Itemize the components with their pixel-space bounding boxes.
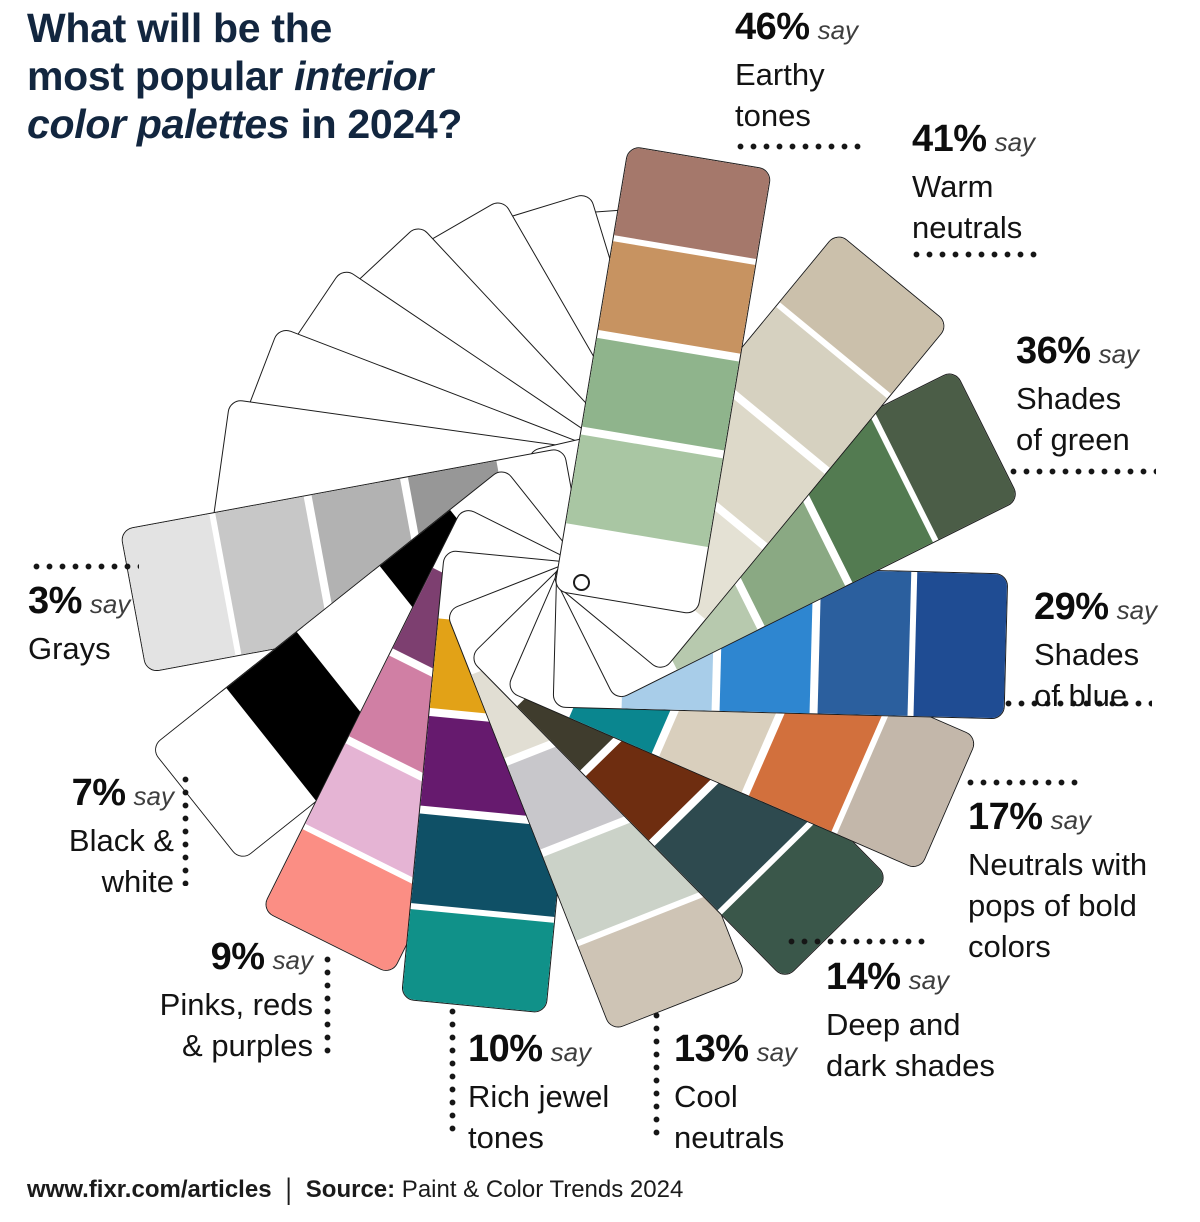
callout-leader-dots-pinks-reds-purples	[324, 956, 331, 1060]
callout-pct-row: 29% say	[1034, 586, 1157, 629]
callout-pct-row: 41% say	[912, 118, 1035, 161]
callout-label-line: Pinks, reds	[159, 987, 313, 1022]
callout-say-word: say	[994, 127, 1036, 157]
title-line-2: most popular interior	[27, 53, 434, 99]
callout-earthy-tones: 46% say Earthy tones	[735, 6, 858, 136]
callout-percentage: 7%	[71, 772, 126, 814]
callout-label-line: tones	[468, 1120, 544, 1155]
callout-percentage: 9%	[210, 936, 265, 978]
title-line-3: color palettes in 2024?	[27, 101, 463, 147]
swatch-rich-jewel-tones-1	[400, 908, 556, 1014]
callout-label-line: Deep and	[826, 1007, 961, 1042]
callout-pct-row: 9% say	[160, 936, 313, 979]
pivot-pin-hole-icon	[573, 574, 590, 591]
callout-say-word: say	[1098, 339, 1140, 369]
callout-label-line: neutrals	[674, 1120, 785, 1155]
callout-label-line: of green	[1016, 422, 1130, 457]
callout-pct-row: 36% say	[1016, 330, 1139, 373]
callout-cool-neutrals: 13% say Cool neutrals	[674, 1028, 797, 1158]
callout-percentage: 10%	[468, 1028, 543, 1070]
footer: www.fixr.com/articles | Source: Paint & Co…	[27, 1173, 684, 1207]
callout-label-line: pops of bold	[968, 888, 1137, 923]
callout-label-line: colors	[968, 929, 1051, 964]
callout-pct-row: 17% say	[968, 796, 1147, 839]
swatch-shades-of-blue-1	[913, 570, 1009, 720]
callout-percentage: 14%	[826, 956, 901, 998]
callout-say-word: say	[1050, 805, 1092, 835]
callout-say-word: say	[272, 945, 313, 975]
callout-leader-dots-black-white	[182, 776, 189, 886]
callout-pct-row: 14% say	[826, 956, 995, 999]
callout-percentage: 36%	[1016, 330, 1091, 372]
callout-say-word: say	[1116, 595, 1158, 625]
callout-say-word: say	[133, 781, 174, 811]
callout-label-line: white	[101, 864, 174, 899]
callout-label-line: Warm	[912, 169, 994, 204]
callout-pct-row: 3% say	[28, 580, 130, 623]
footer-divider: |	[285, 1172, 292, 1207]
callout-shades-of-blue: 29% say Shades of blue	[1034, 586, 1157, 716]
callout-warm-neutrals: 41% say Warm neutrals	[912, 118, 1035, 248]
title-line-1: What will be the	[27, 5, 332, 51]
callout-shades-of-green: 36% say Shades of green	[1016, 330, 1139, 460]
callout-deep-and-dark-shades: 14% say Deep and dark shades	[826, 956, 995, 1086]
callout-leader-dots-shades-of-green	[1010, 468, 1156, 475]
callout-percentage: 3%	[28, 580, 82, 622]
callout-say-word: say	[89, 589, 131, 619]
page-title: What will be the most popular interior c…	[27, 4, 462, 148]
callout-pct-row: 10% say	[468, 1028, 609, 1071]
callout-label-line: Grays	[28, 631, 111, 666]
callout-percentage: 29%	[1034, 586, 1109, 628]
callout-grays: 3% say Grays	[28, 580, 130, 669]
callout-label-line: Earthy	[735, 57, 825, 92]
callout-label-line: Neutrals with	[968, 847, 1148, 882]
swatch-earthy-tones-3	[580, 337, 741, 451]
callout-say-word: say	[908, 965, 950, 995]
callout-leader-dots-warm-neutrals	[913, 251, 1041, 258]
callout-label-line: of blue	[1034, 678, 1128, 713]
callout-rich-jewel-tones: 10% say Rich jewel tones	[468, 1028, 609, 1158]
callout-say-word: say	[756, 1037, 798, 1067]
callout-leader-dots-neutrals-with-pops-of-bold-colors	[967, 779, 1083, 786]
callout-percentage: 41%	[912, 118, 987, 160]
swatch-earthy-tones-1	[612, 145, 773, 260]
callout-percentage: 17%	[968, 796, 1043, 838]
callout-say-word: say	[550, 1037, 592, 1067]
callout-percentage: 46%	[735, 6, 810, 48]
swatch-grays-1	[119, 512, 236, 674]
callout-leader-dots-deep-and-dark-shades	[788, 938, 928, 945]
callout-say-word: say	[817, 15, 859, 45]
swatch-earthy-tones-2	[596, 240, 758, 355]
callout-label-line: dark shades	[826, 1048, 995, 1083]
callout-label-line: Shades	[1034, 637, 1140, 672]
callout-label-line: Shades	[1016, 381, 1122, 416]
callout-label-line: neutrals	[912, 210, 1023, 245]
callout-pinks-reds-purples: 9% say Pinks, reds & purples	[160, 936, 313, 1066]
callout-label-line: Rich jewel	[468, 1079, 610, 1114]
callout-label-line: Black &	[68, 823, 174, 858]
callout-pct-row: 46% say	[735, 6, 858, 49]
callout-leader-dots-grays	[33, 563, 139, 570]
footer-source-label: Source:	[305, 1176, 396, 1203]
callout-leader-dots-cool-neutrals	[653, 1012, 660, 1138]
callout-leader-dots-earthy-tones	[737, 143, 867, 150]
callout-pct-row: 7% say	[69, 772, 174, 815]
callout-percentage: 13%	[674, 1028, 749, 1070]
callout-label-line: tones	[735, 98, 811, 133]
callout-label-line: Cool	[674, 1079, 738, 1114]
footer-source-text: Paint & Color Trends 2024	[395, 1176, 684, 1203]
callout-leader-dots-rich-jewel-tones	[449, 1008, 456, 1138]
callout-neutrals-with-pops-of-bold-colors: 17% say Neutrals with pops of bold colors	[968, 796, 1147, 967]
swatch-earthy-tones-4	[563, 434, 725, 548]
footer-site-url: www.fixr.com/articles	[27, 1176, 272, 1203]
callout-label-line: & purples	[182, 1028, 313, 1063]
callout-pct-row: 13% say	[674, 1028, 797, 1071]
callout-leader-dots-shades-of-blue	[1005, 700, 1152, 707]
callout-black-white: 7% say Black & white	[69, 772, 174, 902]
